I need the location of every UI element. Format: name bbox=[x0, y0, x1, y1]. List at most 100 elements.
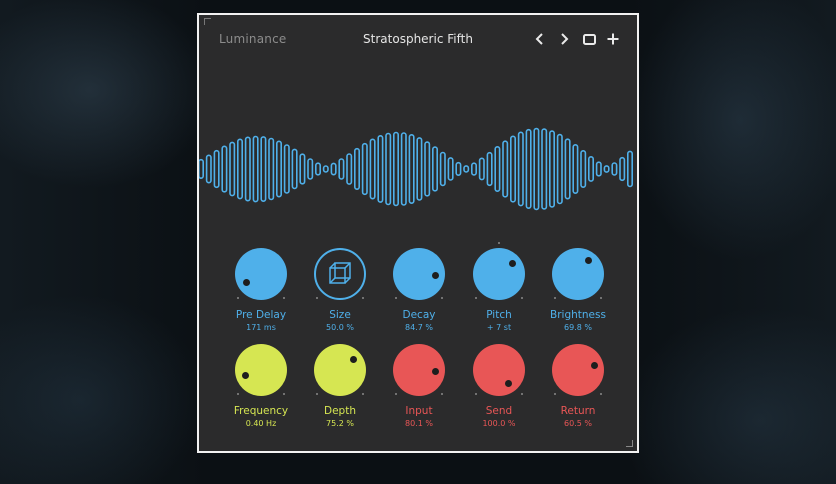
waveform-bar bbox=[354, 147, 361, 191]
knob-label: Depth bbox=[324, 405, 356, 417]
knob-dial[interactable] bbox=[552, 248, 604, 300]
waveform-bar bbox=[486, 151, 493, 187]
knob-value[interactable]: 80.1 % bbox=[405, 419, 433, 428]
knob-indicator bbox=[242, 279, 250, 286]
waveform-bar bbox=[502, 140, 509, 198]
waveform-bar bbox=[377, 134, 384, 203]
knob-pre-delay: Pre Delay 171 ms bbox=[221, 248, 301, 333]
waveform-bar bbox=[439, 151, 446, 187]
knob-value[interactable]: 69.8 % bbox=[564, 323, 592, 332]
knob-depth: Depth 75.2 % bbox=[300, 344, 380, 429]
knob-label: Pre Delay bbox=[235, 309, 287, 321]
window-icon[interactable] bbox=[581, 31, 597, 47]
preset-name[interactable]: Stratospheric Fifth bbox=[363, 32, 473, 46]
range-tick bbox=[283, 393, 285, 395]
range-tick bbox=[441, 297, 443, 299]
knob-value[interactable]: 75.2 % bbox=[326, 419, 354, 428]
waveform-bar bbox=[424, 141, 431, 197]
waveform-bar bbox=[291, 148, 298, 190]
knob-label: Decay bbox=[402, 309, 436, 321]
waveform-bar bbox=[564, 138, 571, 200]
waveform-bar bbox=[205, 154, 212, 184]
range-tick bbox=[600, 393, 602, 395]
corner-mark bbox=[204, 18, 211, 25]
waveform-bar bbox=[276, 140, 283, 198]
knob-value[interactable]: 60.5 % bbox=[564, 419, 592, 428]
waveform-bar bbox=[252, 135, 259, 203]
range-tick bbox=[521, 297, 523, 299]
waveform-bar bbox=[361, 142, 368, 196]
knob-dial[interactable] bbox=[235, 248, 287, 300]
knob-label: Pitch bbox=[486, 309, 512, 321]
waveform-bar bbox=[393, 131, 400, 207]
knob-dial[interactable] bbox=[473, 248, 525, 300]
cube-icon bbox=[329, 262, 351, 284]
knob-value[interactable]: 84.7 % bbox=[405, 323, 433, 332]
range-tick bbox=[521, 393, 523, 395]
waveform-display bbox=[199, 127, 633, 211]
chevron-left-icon[interactable] bbox=[532, 31, 548, 47]
waveform-bar bbox=[307, 158, 314, 180]
knob-send: Send 100.0 % bbox=[459, 344, 539, 429]
knob-value[interactable]: 0.40 Hz bbox=[245, 419, 277, 428]
knob-dial[interactable] bbox=[552, 344, 604, 396]
knob-value[interactable]: 50.0 % bbox=[326, 323, 354, 332]
knob-return: Return 60.5 % bbox=[538, 344, 618, 429]
knob-indicator bbox=[505, 380, 513, 388]
range-tick bbox=[362, 393, 364, 395]
knob-dial[interactable] bbox=[393, 344, 445, 396]
waveform-bar bbox=[315, 162, 322, 176]
waveform-bar bbox=[260, 136, 267, 203]
waveform-bar bbox=[603, 165, 610, 173]
waveform-bar bbox=[626, 150, 633, 188]
range-tick bbox=[395, 297, 397, 299]
waveform-bar bbox=[408, 133, 415, 205]
waveform-bar bbox=[330, 162, 337, 176]
plugin-window: Luminance Stratospheric Fifth Pre Delay 1… bbox=[197, 13, 639, 453]
waveform-bar bbox=[478, 157, 485, 181]
waveform-bar bbox=[299, 153, 306, 185]
knob-dial[interactable] bbox=[314, 248, 366, 300]
waveform-bar bbox=[525, 128, 532, 210]
knob-label: Frequency bbox=[233, 405, 289, 417]
knob-value[interactable]: 100.0 % bbox=[482, 419, 516, 428]
knob-indicator bbox=[349, 355, 357, 363]
waveform-bar bbox=[509, 135, 516, 203]
waveform-bar bbox=[580, 150, 587, 189]
waveform-bar bbox=[587, 156, 594, 182]
waveform-bar bbox=[346, 153, 353, 185]
knob-indicator bbox=[590, 362, 598, 370]
knob-label: Send bbox=[485, 405, 513, 417]
knob-label: Size bbox=[329, 309, 351, 321]
waveform-bar bbox=[470, 162, 477, 176]
waveform-bar bbox=[541, 128, 548, 210]
knob-frequency: Frequency 0.40 Hz bbox=[221, 344, 301, 429]
knob-dial[interactable] bbox=[473, 344, 525, 396]
waveform-bar bbox=[517, 131, 524, 207]
range-tick bbox=[554, 297, 556, 299]
knob-dial[interactable] bbox=[235, 344, 287, 396]
waveform-bar bbox=[199, 158, 204, 179]
knob-decay: Decay 84.7 % bbox=[379, 248, 459, 333]
waveform-bar bbox=[244, 136, 251, 202]
waveform-bar bbox=[268, 137, 275, 201]
plus-icon[interactable] bbox=[605, 31, 621, 47]
range-tick bbox=[237, 297, 239, 299]
waveform-bar bbox=[385, 132, 392, 206]
knob-value[interactable]: 171 ms bbox=[246, 323, 276, 332]
knob-indicator bbox=[432, 367, 440, 375]
chevron-right-icon[interactable] bbox=[556, 31, 572, 47]
range-tick bbox=[316, 297, 318, 299]
waveform-bar bbox=[432, 146, 439, 192]
resize-handle[interactable] bbox=[626, 440, 633, 447]
knob-value[interactable]: + 7 st bbox=[486, 323, 512, 332]
waveform-bar bbox=[556, 133, 563, 205]
knob-dial[interactable] bbox=[314, 344, 366, 396]
range-tick bbox=[283, 297, 285, 299]
waveform-bar bbox=[221, 145, 228, 193]
knob-indicator bbox=[432, 271, 440, 279]
knob-label: Brightness bbox=[550, 309, 606, 321]
waveform-bar bbox=[369, 138, 376, 200]
knob-input: Input 80.1 % bbox=[379, 344, 459, 429]
knob-dial[interactable] bbox=[393, 248, 445, 300]
